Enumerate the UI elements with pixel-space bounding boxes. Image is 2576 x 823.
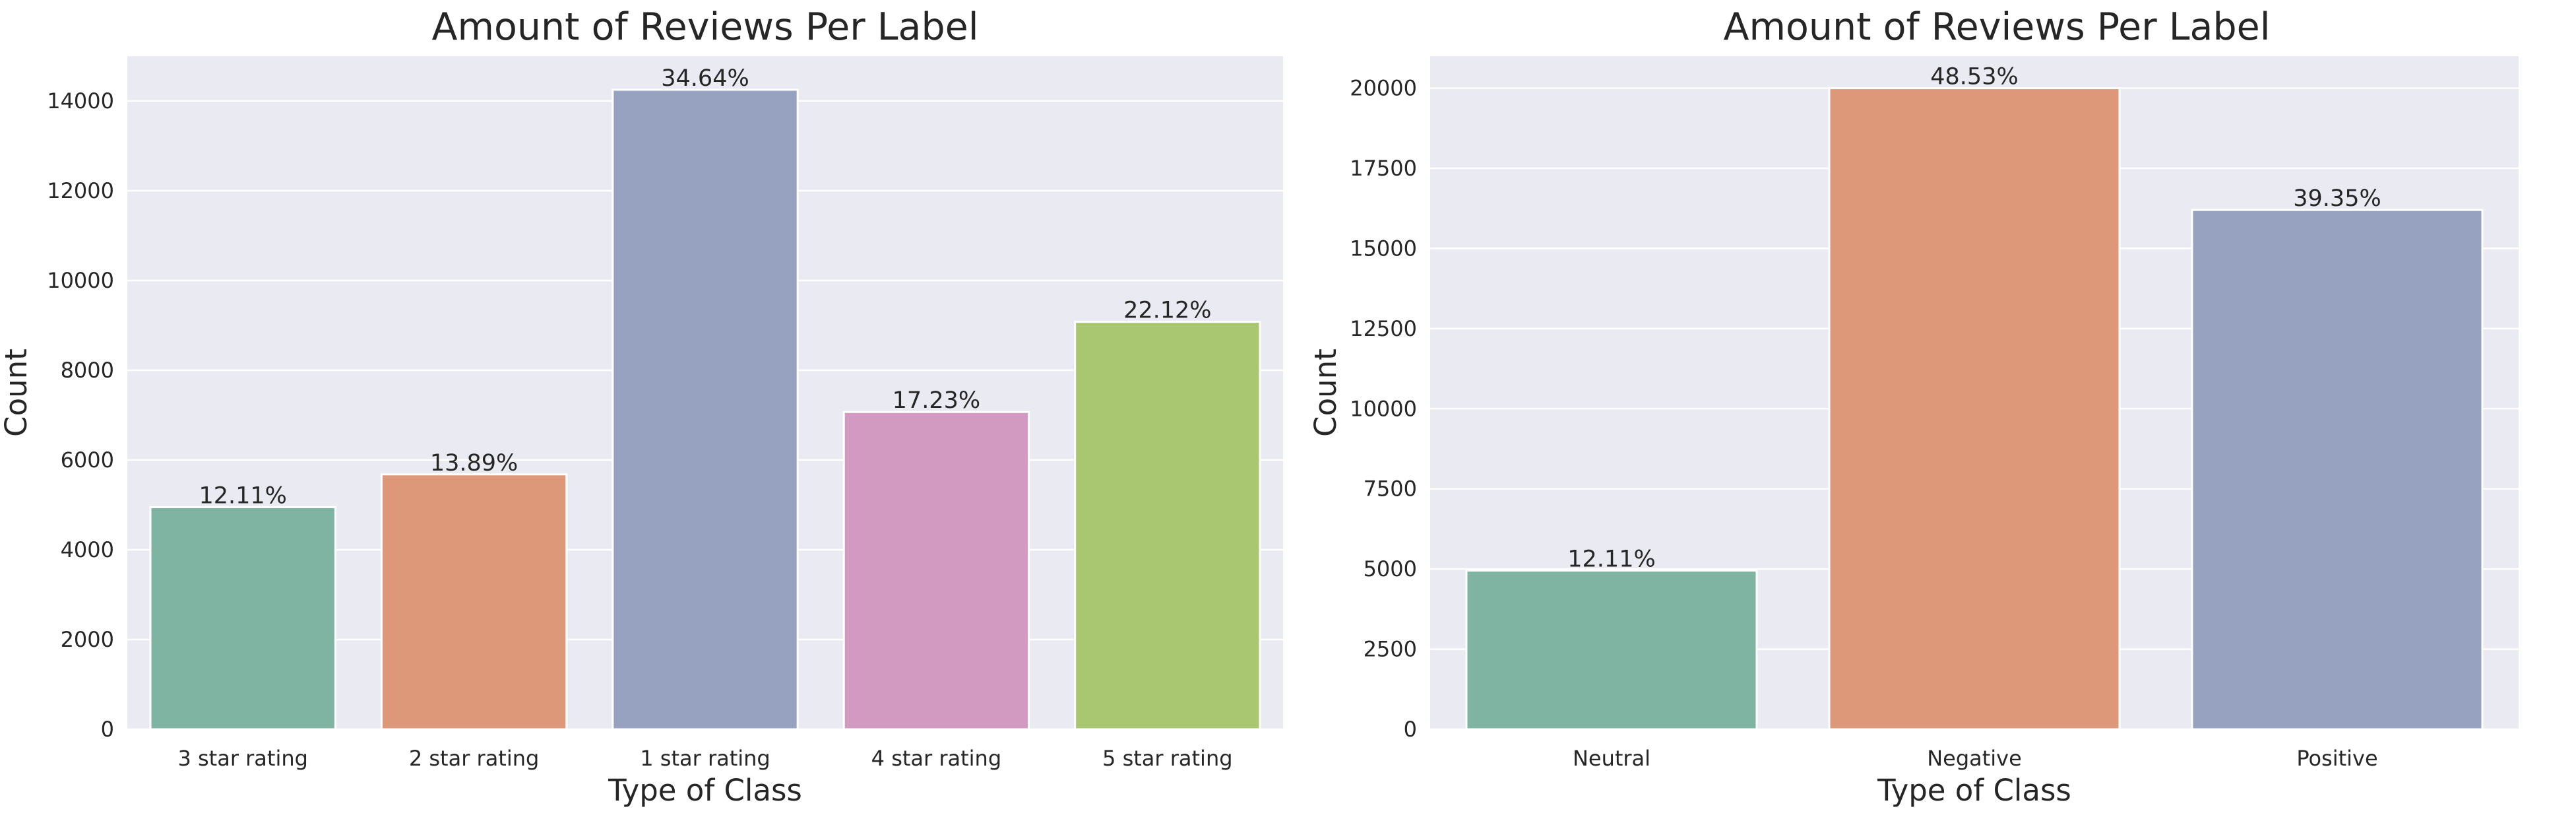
data-label: 13.89% xyxy=(430,450,518,477)
y-tick-label: 0 xyxy=(1404,717,1417,742)
bar-2-star-rating xyxy=(380,473,568,731)
data-label: 48.53% xyxy=(1930,64,2018,90)
x-axis-label: Type of Class xyxy=(608,773,802,808)
y-tick-label: 15000 xyxy=(1350,236,1417,261)
x-tick-label: Positive xyxy=(2296,746,2377,771)
y-tick-label: 8000 xyxy=(61,358,114,383)
x-tick-label: 3 star rating xyxy=(177,746,307,771)
bar-1-star-rating xyxy=(612,88,799,731)
bar-neutral xyxy=(1465,570,1758,731)
chart-title: Amount of Reviews Per Label xyxy=(1723,5,2270,49)
x-tick-label: 2 star rating xyxy=(409,746,539,771)
y-tick-label: 10000 xyxy=(47,268,114,293)
y-tick-label: 17500 xyxy=(1350,156,1417,181)
x-tick-label: Negative xyxy=(1927,746,2022,771)
bar-negative xyxy=(1828,87,2121,731)
y-tick-label: 7500 xyxy=(1364,477,1417,502)
y-tick-label: 20000 xyxy=(1350,76,1417,101)
y-tick-label: 12000 xyxy=(47,178,114,203)
y-tick-label: 4000 xyxy=(61,537,114,562)
chart-star-ratings: 0 2000 4000 6000 8000 10000 12000 14000 12.11% 3 … xyxy=(0,5,1283,808)
x-tick-label: 1 star rating xyxy=(640,746,770,771)
y-tick-label: 5000 xyxy=(1364,556,1417,581)
y-axis-label: Count xyxy=(0,348,34,437)
data-label: 22.12% xyxy=(1123,298,1211,324)
bar-5-star-rating xyxy=(1074,321,1261,731)
y-tick-label: 10000 xyxy=(1350,396,1417,421)
data-label: 34.64% xyxy=(661,65,749,92)
chart-sentiment: 0 2500 5000 7500 10000 12500 15000 17500 20000 12… xyxy=(1308,5,2519,808)
data-label: 39.35% xyxy=(2293,185,2381,212)
x-tick-label: Neutral xyxy=(1573,746,1650,771)
y-tick-label: 12500 xyxy=(1350,316,1417,341)
x-axis-label: Type of Class xyxy=(1877,773,2071,808)
x-tick-label: 4 star rating xyxy=(871,746,1001,771)
data-label: 17.23% xyxy=(893,387,980,414)
data-label: 12.11% xyxy=(199,482,286,509)
y-tick-label: 2000 xyxy=(61,627,114,652)
bar-4-star-rating xyxy=(842,411,1030,731)
y-tick-label: 2500 xyxy=(1364,637,1417,662)
bar-positive xyxy=(2191,209,2484,731)
bar-3-star-rating xyxy=(149,506,336,731)
y-axis-label: Count xyxy=(1308,348,1343,437)
chart-title: Amount of Reviews Per Label xyxy=(431,5,978,49)
x-tick-label: 5 star rating xyxy=(1102,746,1232,771)
data-label: 12.11% xyxy=(1567,546,1655,573)
y-tick-label: 0 xyxy=(101,717,114,742)
y-tick-label: 6000 xyxy=(61,447,114,473)
y-tick-label: 14000 xyxy=(47,88,114,114)
